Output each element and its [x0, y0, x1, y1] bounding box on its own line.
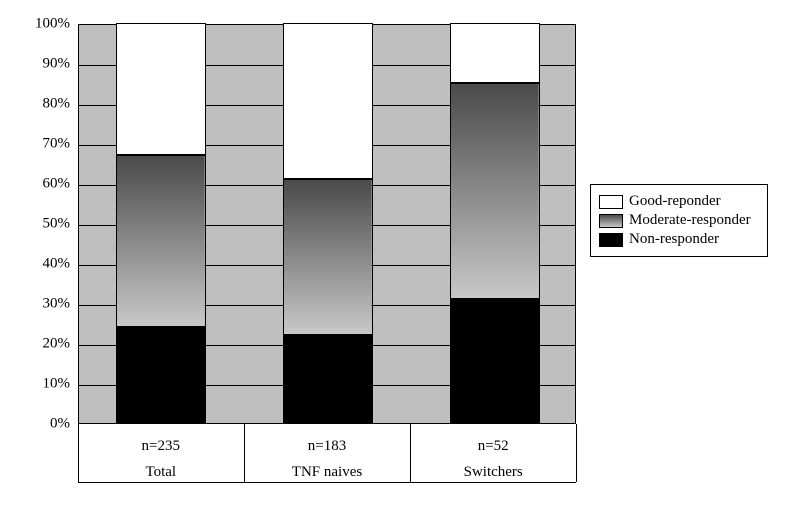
y-tick-label: 0%: [20, 416, 70, 433]
x-n-label: n=52: [410, 438, 576, 455]
bar-tnf-naives: [283, 25, 373, 423]
legend-label: Moderate-responder: [629, 212, 751, 229]
x-category-label: Total: [78, 464, 244, 481]
x-n-label: n=235: [78, 438, 244, 455]
segment-good: [283, 23, 373, 179]
y-tick-label: 30%: [20, 296, 70, 313]
x-axis-labels: n=235 Totaln=183 TNF naives n=52 Switchers: [78, 424, 576, 482]
x-category-label: TNF naives: [244, 464, 411, 481]
y-tick-label: 10%: [20, 376, 70, 393]
segment-moderate: [116, 155, 206, 327]
y-tick-label: 20%: [20, 336, 70, 353]
y-tick-label: 90%: [20, 56, 70, 73]
legend-swatch-non: [599, 233, 623, 247]
legend: Good-reponder Moderate-responder Non-respo…: [590, 184, 768, 257]
plot-area: [78, 24, 576, 424]
segment-non: [450, 299, 540, 423]
x-category-label: Switchers: [410, 464, 576, 481]
legend-label: Non-responder: [629, 231, 719, 248]
bar-switchers: [450, 25, 540, 423]
legend-item-non: Non-responder: [599, 231, 759, 248]
segment-moderate: [450, 83, 540, 299]
segment-good: [116, 23, 206, 155]
segment-moderate: [283, 179, 373, 335]
x-n-label: n=183: [244, 438, 411, 455]
segment-non: [116, 327, 206, 423]
y-tick-label: 40%: [20, 256, 70, 273]
legend-item-good: Good-reponder: [599, 193, 759, 210]
legend-item-moderate: Moderate-responder: [599, 212, 759, 229]
y-tick-label: 60%: [20, 176, 70, 193]
x-bottom-line: [78, 482, 576, 483]
y-tick-label: 70%: [20, 136, 70, 153]
y-tick-label: 50%: [20, 216, 70, 233]
segment-good: [450, 23, 540, 83]
x-separator: [576, 424, 577, 482]
bar-total: [116, 25, 206, 423]
segment-non: [283, 335, 373, 423]
legend-swatch-good: [599, 195, 623, 209]
legend-swatch-moderate: [599, 214, 623, 228]
y-tick-label: 100%: [20, 16, 70, 33]
y-tick-label: 80%: [20, 96, 70, 113]
legend-label: Good-reponder: [629, 193, 721, 210]
